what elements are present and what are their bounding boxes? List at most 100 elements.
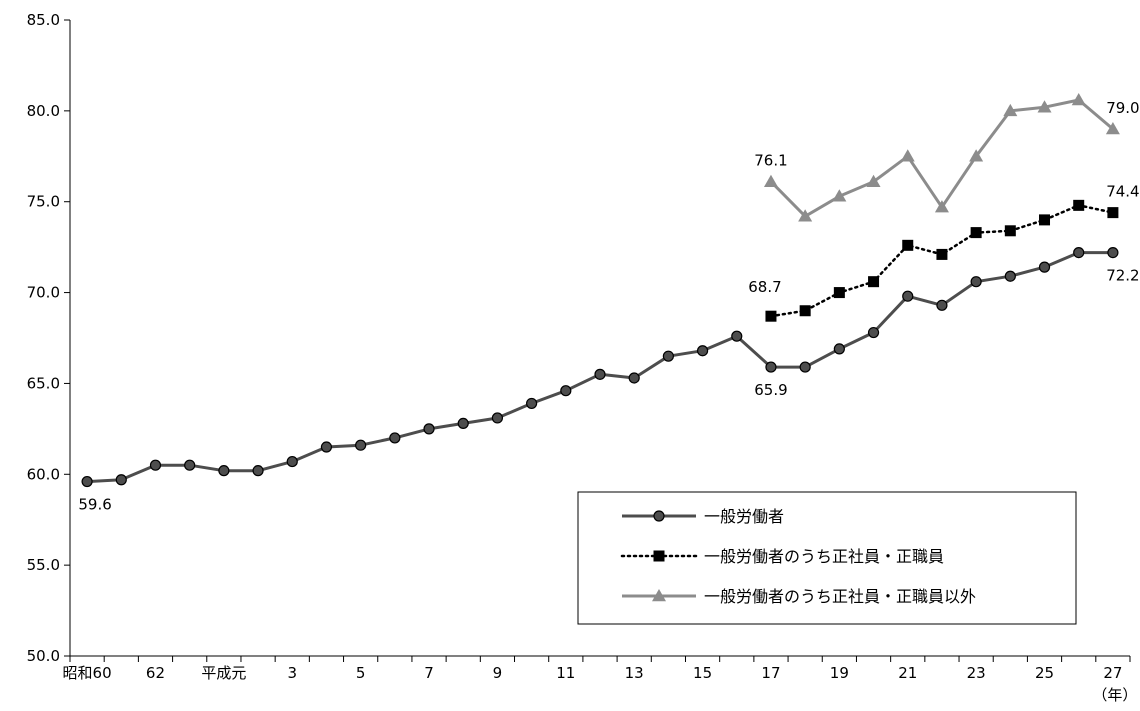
data-label: 76.1 <box>754 152 787 170</box>
y-tick-label: 70.0 <box>27 284 60 302</box>
series-3-point <box>1003 103 1018 117</box>
x-tick-label: 21 <box>898 664 917 682</box>
series-3-point <box>832 189 847 202</box>
series-1-point <box>628 372 640 384</box>
x-tick-label: 15 <box>693 664 712 682</box>
series-2-point <box>799 305 811 317</box>
y-tick-label: 60.0 <box>27 465 60 483</box>
data-label: 79.0 <box>1106 99 1139 117</box>
x-tick-label: 13 <box>625 664 644 682</box>
data-label: 59.6 <box>78 496 111 514</box>
series-1-point <box>491 412 504 424</box>
series-2-point <box>1073 199 1085 211</box>
x-tick-label: 27 <box>1103 664 1122 682</box>
series-1-point <box>320 441 333 453</box>
series-1-point <box>833 343 845 355</box>
series-1-point <box>662 350 674 362</box>
y-tick-label: 50.0 <box>27 647 60 665</box>
series-1-point <box>1004 270 1016 282</box>
series-2-point <box>1039 214 1051 226</box>
x-axis-unit: （年） <box>1092 686 1137 704</box>
series-3-point <box>969 149 984 162</box>
series-1-line <box>87 251 1113 484</box>
series-1-point <box>149 459 162 471</box>
x-tick-label: 25 <box>1035 664 1054 682</box>
series-2-point <box>1004 225 1016 237</box>
x-tick-label: 11 <box>556 664 575 682</box>
y-tick-label: 75.0 <box>27 193 60 211</box>
x-tick-label: 17 <box>761 664 780 682</box>
data-label: 68.7 <box>748 278 781 296</box>
series-1-point <box>970 276 982 288</box>
series-1-point <box>526 397 538 410</box>
series-1-point <box>184 459 196 471</box>
x-tick-label: 平成元 <box>201 664 246 682</box>
data-label: 65.9 <box>754 381 787 399</box>
series-1-point <box>389 432 401 444</box>
series-1-point <box>867 326 880 339</box>
series-3-point <box>866 174 881 187</box>
x-axis: 昭和60 62 平成元 3 5 7 9 11 13 15 17 19 21 23 25 27 （年） <box>63 655 1137 704</box>
series-1-point <box>286 455 298 468</box>
series-3-point <box>900 149 915 162</box>
series-1-point <box>423 423 435 435</box>
series-3-point <box>1037 100 1052 113</box>
series-1-point <box>560 385 572 397</box>
data-labels: 59.6 65.9 72.2 68.7 74.4 76.1 79.0 <box>78 99 1139 514</box>
series-2-point <box>902 239 914 251</box>
series-2-point <box>936 248 948 260</box>
y-tick-label: 80.0 <box>27 102 60 120</box>
data-label: 74.4 <box>1106 183 1139 201</box>
series-1-point <box>1073 246 1085 259</box>
x-tick-label: 19 <box>830 664 849 682</box>
series-1-point <box>252 465 264 477</box>
series-1-point <box>902 290 914 302</box>
series-1-point <box>81 475 93 488</box>
series-1-point <box>218 465 230 477</box>
series-3-point <box>798 209 813 222</box>
series-3-point <box>1071 92 1086 106</box>
x-tick-label: 62 <box>146 664 165 682</box>
x-tick-label: 5 <box>356 664 366 682</box>
series-3-point <box>763 174 778 187</box>
series-markers <box>81 92 1120 488</box>
y-tick-label: 65.0 <box>27 374 60 392</box>
series-1-point <box>936 299 948 311</box>
series-1-point <box>1038 261 1051 273</box>
series-1-point <box>355 439 367 451</box>
series-1-point <box>1107 246 1119 259</box>
series-2-point <box>868 276 880 288</box>
x-tick-label: 3 <box>287 664 297 682</box>
legend-marker <box>652 589 666 602</box>
series-3-line <box>769 98 1114 218</box>
x-tick-label: 昭和60 <box>63 664 112 682</box>
legend-label: 一般労働者のうち正社員・正職員 <box>704 547 944 566</box>
series-1-point <box>799 361 811 373</box>
legend-marker <box>653 510 665 522</box>
y-tick-label: 55.0 <box>27 556 60 574</box>
x-tick-label: 7 <box>424 664 434 682</box>
legend-label: 一般労働者のうち正社員・正職員以外 <box>704 587 976 606</box>
x-tick-label: 23 <box>967 664 986 682</box>
series-2-point <box>765 310 777 322</box>
series-lines <box>87 98 1115 484</box>
series-1-point <box>696 345 709 357</box>
x-tick-label: 9 <box>493 664 503 682</box>
legend-label: 一般労働者 <box>704 507 784 526</box>
data-label: 72.2 <box>1106 267 1139 285</box>
series-2-point <box>833 287 845 299</box>
series-1-point <box>457 417 469 430</box>
series-1-point <box>115 474 127 486</box>
series-3-point <box>934 200 949 213</box>
legend-marker <box>653 550 665 562</box>
series-1-point <box>731 330 743 342</box>
series-1-point <box>765 361 777 373</box>
series-3-point <box>1105 122 1120 135</box>
y-axis: 50.0 55.0 60.0 65.0 70.0 75.0 80.0 85.0 <box>27 11 71 665</box>
series-2-point <box>970 227 982 239</box>
series-2-point <box>1107 207 1119 219</box>
series-1-point <box>594 368 606 380</box>
y-tick-label: 85.0 <box>27 11 60 29</box>
